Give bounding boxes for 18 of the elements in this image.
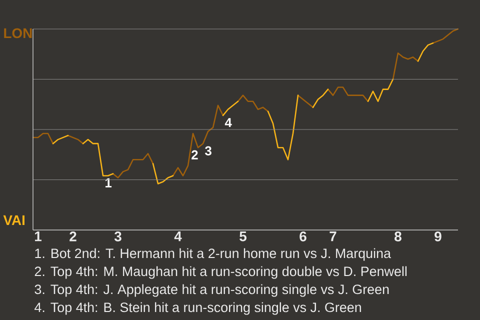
x-tick-label: 4 (174, 232, 182, 242)
x-tick-label: 5 (240, 232, 246, 242)
annotation: 3 (204, 146, 212, 156)
x-tick-label: 3 (114, 232, 122, 242)
text: LON (4, 28, 32, 38)
x-tick-label: 1 (35, 232, 42, 242)
x-tick-label: 6 (300, 232, 306, 242)
x-tick-label: 2 (70, 232, 76, 242)
text: 4. Top 4th: B. Stein hit a run-scoring single vs J. Green (34, 302, 361, 315)
x-tick-label: 7 (330, 232, 336, 242)
text: 2. Top 4th: M. Maughan hit a run-scoring double vs D. Penwell (34, 266, 407, 279)
text: 3. Top 4th: J. Applegate hit a run-scoring single vs J. Green (34, 284, 389, 297)
x-tick-label: 9 (434, 232, 442, 242)
annotation: 2 (192, 150, 198, 160)
annotation: 4 (224, 118, 232, 128)
x-tick-label: 8 (394, 232, 402, 242)
text: VAI (3, 215, 24, 225)
text: 1. Bot 2nd: T. Hermann hit a 2-run home run vs J. Marquina (35, 248, 391, 261)
